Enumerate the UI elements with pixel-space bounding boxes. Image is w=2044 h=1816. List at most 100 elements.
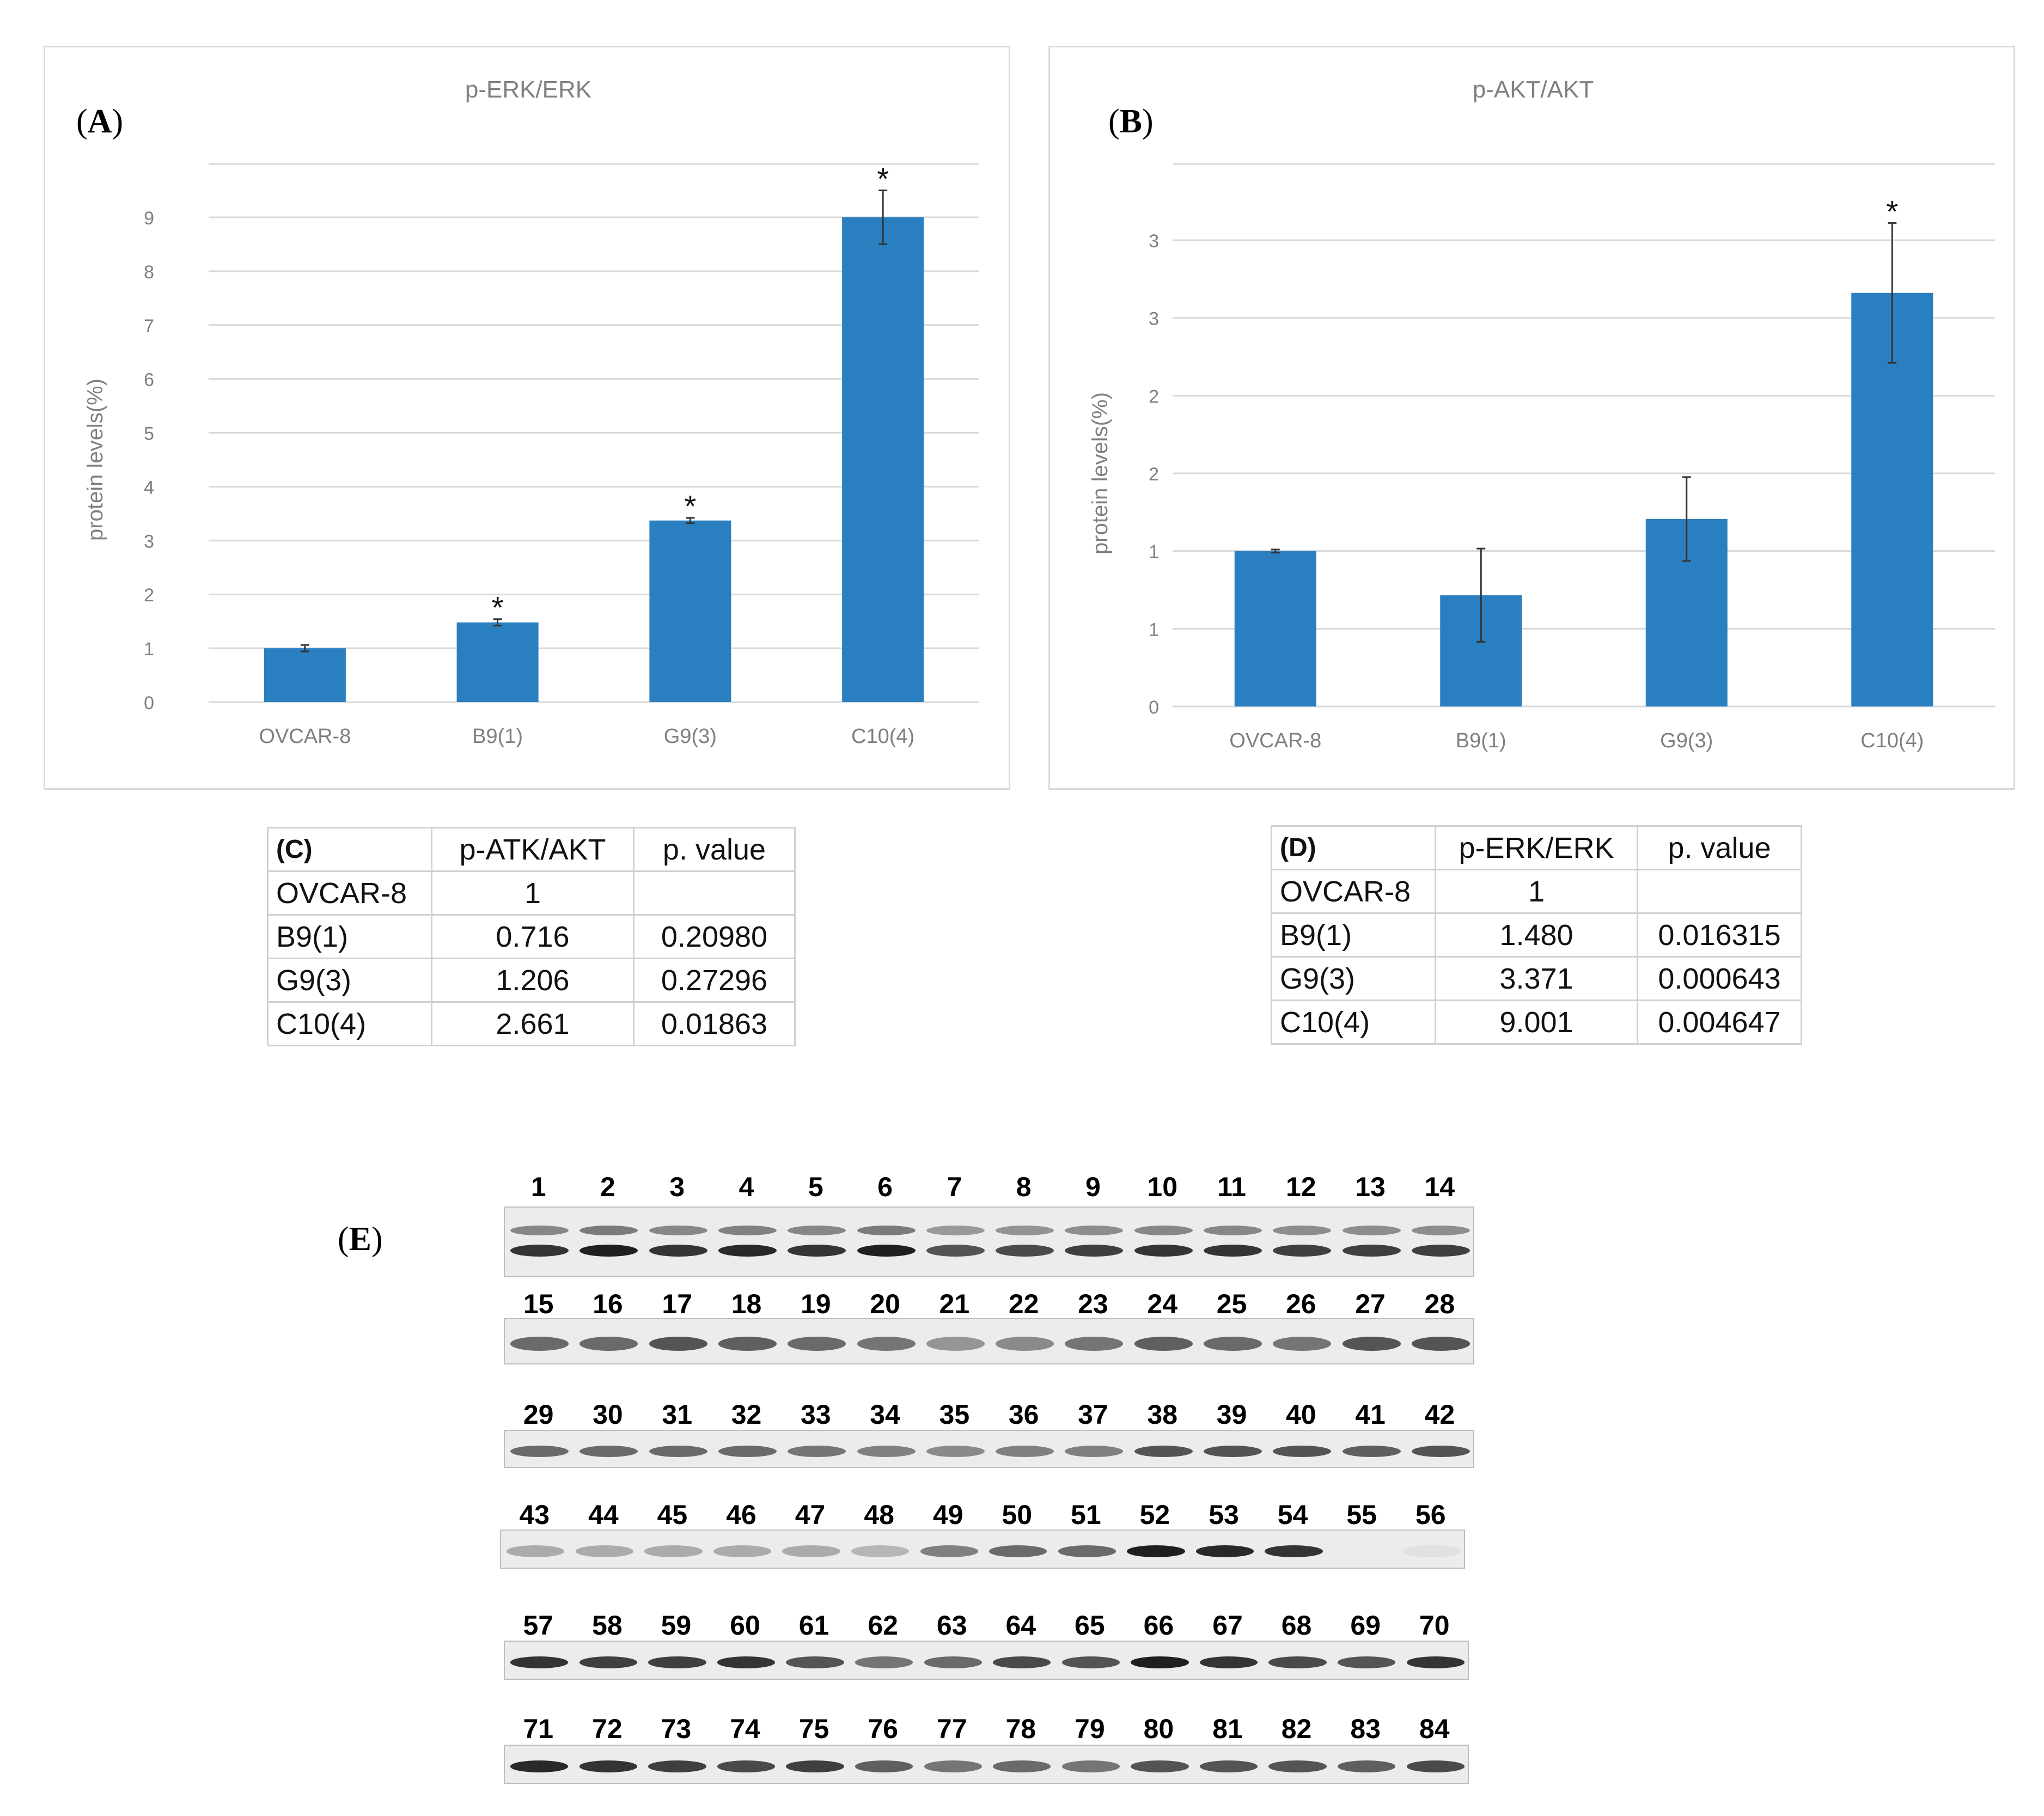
lane-number: 24 (1147, 1289, 1178, 1319)
lane-number: 31 (662, 1399, 693, 1430)
blot-band (1337, 1760, 1396, 1772)
blot-band (855, 1760, 913, 1772)
lane-number: 12 (1285, 1172, 1316, 1202)
lane-number: 13 (1355, 1172, 1386, 1202)
blot-band (649, 1337, 707, 1351)
blot-strip (504, 1206, 1474, 1277)
blot-band (857, 1244, 916, 1257)
table-cell: 9.001 (1435, 1000, 1638, 1045)
table-cell: 0.016315 (1637, 912, 1802, 958)
lane-number: 15 (523, 1289, 554, 1319)
blot-band (786, 1760, 844, 1772)
lane-number: 68 (1281, 1610, 1312, 1641)
y-tick-label: 7 (144, 316, 154, 337)
blot-band (718, 1445, 777, 1457)
table-cell: B9(1) (267, 914, 432, 959)
blot-band (1204, 1445, 1262, 1457)
blot-band (717, 1760, 776, 1772)
blot-band (924, 1656, 982, 1668)
lane-number: 53 (1209, 1500, 1239, 1530)
lane-number: 44 (588, 1500, 619, 1530)
table-c: (C) p-ATK/AKT p. value OVCAR-8 1 B9(1) 0… (267, 827, 796, 1046)
table-row: B9(1) 1.480 0.016315 (1271, 912, 1802, 958)
panel-label-b: (B) (1108, 103, 1154, 140)
x-tick-label: C10(4) (1860, 729, 1924, 752)
blot-band (1268, 1656, 1327, 1668)
lane-number: 7 (947, 1172, 962, 1202)
lane-number: 50 (1002, 1500, 1033, 1530)
lane-number: 45 (657, 1500, 688, 1530)
blot-band (989, 1545, 1047, 1557)
blot-band (1402, 1545, 1461, 1557)
blot-band (996, 1225, 1054, 1235)
blot-band (851, 1545, 910, 1557)
blot-band (1058, 1545, 1116, 1557)
blot-band (857, 1225, 916, 1235)
lane-number: 38 (1147, 1399, 1178, 1430)
y-tick-label: 6 (144, 370, 154, 391)
table-cell: 0.01863 (633, 1001, 796, 1046)
blot-band (1199, 1760, 1258, 1772)
lane-number: 39 (1216, 1399, 1247, 1430)
x-tick-label: G9(3) (1660, 729, 1713, 752)
blot-band (718, 1244, 777, 1257)
y-tick-label: 2 (144, 585, 154, 606)
x-tick-label: B9(1) (472, 725, 523, 748)
lane-number: 49 (932, 1500, 963, 1530)
column-header: p. value (1637, 825, 1802, 870)
table-cell: OVCAR-8 (267, 870, 432, 916)
blot-band (510, 1244, 569, 1257)
table-cell: 0.20980 (633, 914, 796, 959)
lane-number: 14 (1424, 1172, 1455, 1202)
blot-band (1342, 1225, 1401, 1235)
table-cell: 1 (431, 870, 634, 916)
lane-number: 62 (868, 1610, 898, 1641)
lane-number: 42 (1424, 1399, 1455, 1430)
lane-number: 34 (870, 1399, 900, 1430)
y-tick-label: 0 (144, 693, 154, 714)
lane-number: 40 (1285, 1399, 1316, 1430)
column-header: p-ERK/ERK (1435, 825, 1638, 870)
blot-band (857, 1445, 916, 1457)
blot-band (510, 1760, 569, 1772)
blot-band (996, 1445, 1054, 1457)
blot-band (788, 1244, 846, 1257)
blot-band (1131, 1760, 1189, 1772)
x-tick-label: OVCAR-8 (1229, 729, 1321, 752)
table-cell: 2.661 (431, 1001, 634, 1046)
table-cell: B9(1) (1271, 912, 1436, 958)
lane-number: 48 (864, 1500, 894, 1530)
blot-band (1061, 1760, 1120, 1772)
blot-band (718, 1337, 777, 1351)
blot-band (1134, 1244, 1193, 1257)
lane-number: 4 (739, 1172, 754, 1202)
table-cell (1637, 869, 1802, 914)
lane-number: 74 (730, 1714, 760, 1744)
blot-band (788, 1337, 846, 1351)
lane-number: 59 (661, 1610, 692, 1641)
column-header: p. value (633, 827, 796, 872)
lane-number: 6 (877, 1172, 893, 1202)
blot-band (649, 1445, 707, 1457)
y-tick-label: 2 (1149, 464, 1159, 485)
y-tick-label: 1 (144, 639, 154, 660)
lane-number: 22 (1008, 1289, 1039, 1319)
lane-number: 79 (1075, 1714, 1105, 1744)
lane-number: 35 (939, 1399, 970, 1430)
blot-band (1273, 1445, 1332, 1457)
significance-marker: * (877, 161, 889, 196)
blot-band (507, 1545, 565, 1557)
lane-number: 51 (1071, 1500, 1101, 1530)
lane-number: 17 (662, 1289, 693, 1319)
lane-number: 46 (726, 1500, 756, 1530)
blot-band (1411, 1225, 1470, 1235)
blot-band (786, 1656, 844, 1668)
blot-band (1065, 1225, 1124, 1235)
blot-band (1273, 1225, 1332, 1235)
blot-band (926, 1244, 985, 1257)
column-header: p-ATK/AKT (431, 827, 634, 872)
table-cell: 3.371 (1435, 956, 1638, 1001)
lane-number: 25 (1216, 1289, 1247, 1319)
significance-marker: * (684, 489, 696, 523)
blot-band (1065, 1445, 1124, 1457)
